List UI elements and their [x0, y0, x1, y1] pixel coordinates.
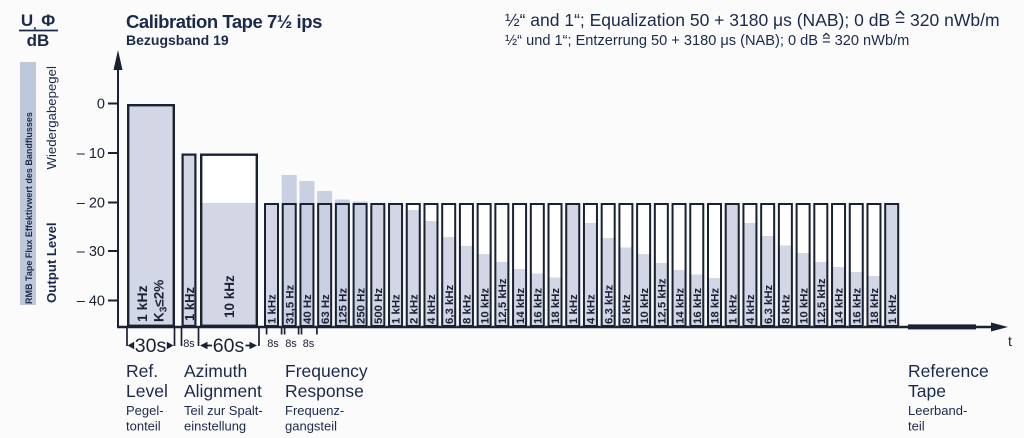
svg-text:14 kHz: 14 kHz	[674, 288, 686, 324]
svg-text:Leerband-: Leerband-	[908, 403, 967, 418]
svg-text:1 kHz: 1 kHz	[887, 294, 899, 324]
svg-text:½“ and 1“; Equalization 50 + 3: ½“ and 1“; Equalization 50 + 3180 μs (NA…	[505, 10, 1000, 30]
svg-text:8 kHz: 8 kHz	[462, 294, 474, 324]
svg-text:60s: 60s	[213, 335, 245, 357]
svg-text:2 kHz: 2 kHz	[408, 294, 420, 324]
svg-text:6,3 kHz: 6,3 kHz	[444, 284, 456, 324]
svg-text:8s: 8s	[285, 338, 297, 350]
svg-text:12,5 kHz: 12,5 kHz	[816, 278, 828, 324]
svg-text:8 kHz: 8 kHz	[781, 294, 793, 324]
svg-text:Frequency: Frequency	[285, 361, 368, 381]
svg-text:4 kHz: 4 kHz	[586, 294, 598, 324]
svg-text:– 40: – 40	[77, 294, 105, 310]
svg-text:8s: 8s	[267, 338, 279, 350]
svg-text:– 30: – 30	[77, 244, 105, 260]
svg-text:– 10: – 10	[77, 146, 105, 162]
svg-text:10 kHz: 10 kHz	[798, 288, 810, 324]
svg-text:14 kHz: 14 kHz	[834, 288, 846, 324]
svg-text:1 kHz: 1 kHz	[391, 294, 403, 324]
svg-text:8s: 8s	[303, 338, 315, 350]
svg-text:16 kHz: 16 kHz	[533, 288, 545, 324]
svg-text:Reference: Reference	[908, 361, 989, 381]
svg-text:Frequenz-: Frequenz-	[285, 403, 344, 418]
svg-text:18 kHz: 18 kHz	[710, 288, 722, 324]
svg-text:1 kHz: 1 kHz	[182, 287, 197, 321]
svg-text:500 Hz: 500 Hz	[373, 288, 385, 324]
svg-text:1 kHz: 1 kHz	[568, 294, 580, 324]
svg-text:40 Hz: 40 Hz	[302, 294, 314, 324]
svg-text:Pegel-: Pegel-	[126, 403, 164, 418]
svg-text:10 kHz: 10 kHz	[222, 275, 237, 318]
svg-text:1 kHz: 1 kHz	[267, 294, 279, 324]
svg-text:dB: dB	[27, 31, 50, 50]
svg-text:Teil zur Spalt-: Teil zur Spalt-	[184, 403, 263, 418]
svg-text:Tape: Tape	[908, 381, 946, 401]
svg-text:8 kHz: 8 kHz	[621, 294, 633, 324]
svg-text:RMB Tape Flux Effektivwert des: RMB Tape Flux Effektivwert des Bandfluss…	[24, 112, 34, 304]
svg-text:18 kHz: 18 kHz	[550, 288, 562, 324]
svg-text:einstellung: einstellung	[184, 419, 246, 434]
svg-text:14 kHz: 14 kHz	[515, 288, 527, 324]
svg-text:U, Φ: U, Φ	[21, 11, 55, 32]
svg-text:Bezugsband 19: Bezugsband 19	[126, 32, 229, 48]
svg-text:6,3 kHz: 6,3 kHz	[603, 284, 615, 324]
svg-text:12,5 kHz: 12,5 kHz	[657, 278, 669, 324]
svg-text:4 kHz: 4 kHz	[426, 294, 438, 324]
svg-text:Output Level: Output Level	[44, 222, 59, 303]
svg-text:Alignment: Alignment	[184, 381, 262, 401]
svg-text:t: t	[1008, 333, 1012, 349]
svg-text:Level: Level	[126, 381, 168, 401]
svg-text:10 kHz: 10 kHz	[639, 288, 651, 324]
svg-text:30s: 30s	[135, 335, 167, 357]
svg-text:1 kHz: 1 kHz	[727, 294, 739, 324]
svg-text:16 kHz: 16 kHz	[851, 288, 863, 324]
svg-text:tonteil: tonteil	[126, 419, 161, 434]
svg-text:18 kHz: 18 kHz	[869, 288, 881, 324]
svg-text:Ref.: Ref.	[126, 361, 158, 381]
svg-text:12,5 kHz: 12,5 kHz	[497, 278, 509, 324]
svg-text:– 20: – 20	[77, 196, 105, 212]
svg-text:teil: teil	[908, 419, 925, 434]
svg-text:Calibration Tape 7½ ips: Calibration Tape 7½ ips	[126, 11, 322, 32]
svg-text:250 Hz: 250 Hz	[355, 288, 367, 324]
svg-text:0: 0	[97, 97, 105, 113]
svg-text:1 kHz: 1 kHz	[134, 285, 150, 322]
svg-text:½“ und 1“; Entzerrung 50 + 318: ½“ und 1“; Entzerrung 50 + 3180 μs (NAB)…	[505, 33, 909, 49]
svg-text:6,3 kHz: 6,3 kHz	[763, 284, 775, 324]
svg-text:Response: Response	[285, 381, 364, 401]
svg-text:10 kHz: 10 kHz	[479, 288, 491, 324]
svg-text:125 Hz: 125 Hz	[338, 288, 350, 324]
svg-text:31,5 Hz: 31,5 Hz	[284, 284, 296, 324]
svg-text:Azimuth: Azimuth	[184, 361, 247, 381]
svg-text:63 Hz: 63 Hz	[320, 294, 332, 324]
svg-text:gangsteil: gangsteil	[285, 419, 337, 434]
svg-text:Wiedergabepegel: Wiedergabepegel	[44, 66, 59, 169]
svg-text:4 kHz: 4 kHz	[745, 294, 757, 324]
svg-text:16 kHz: 16 kHz	[692, 288, 704, 324]
svg-text:8s: 8s	[183, 338, 195, 350]
